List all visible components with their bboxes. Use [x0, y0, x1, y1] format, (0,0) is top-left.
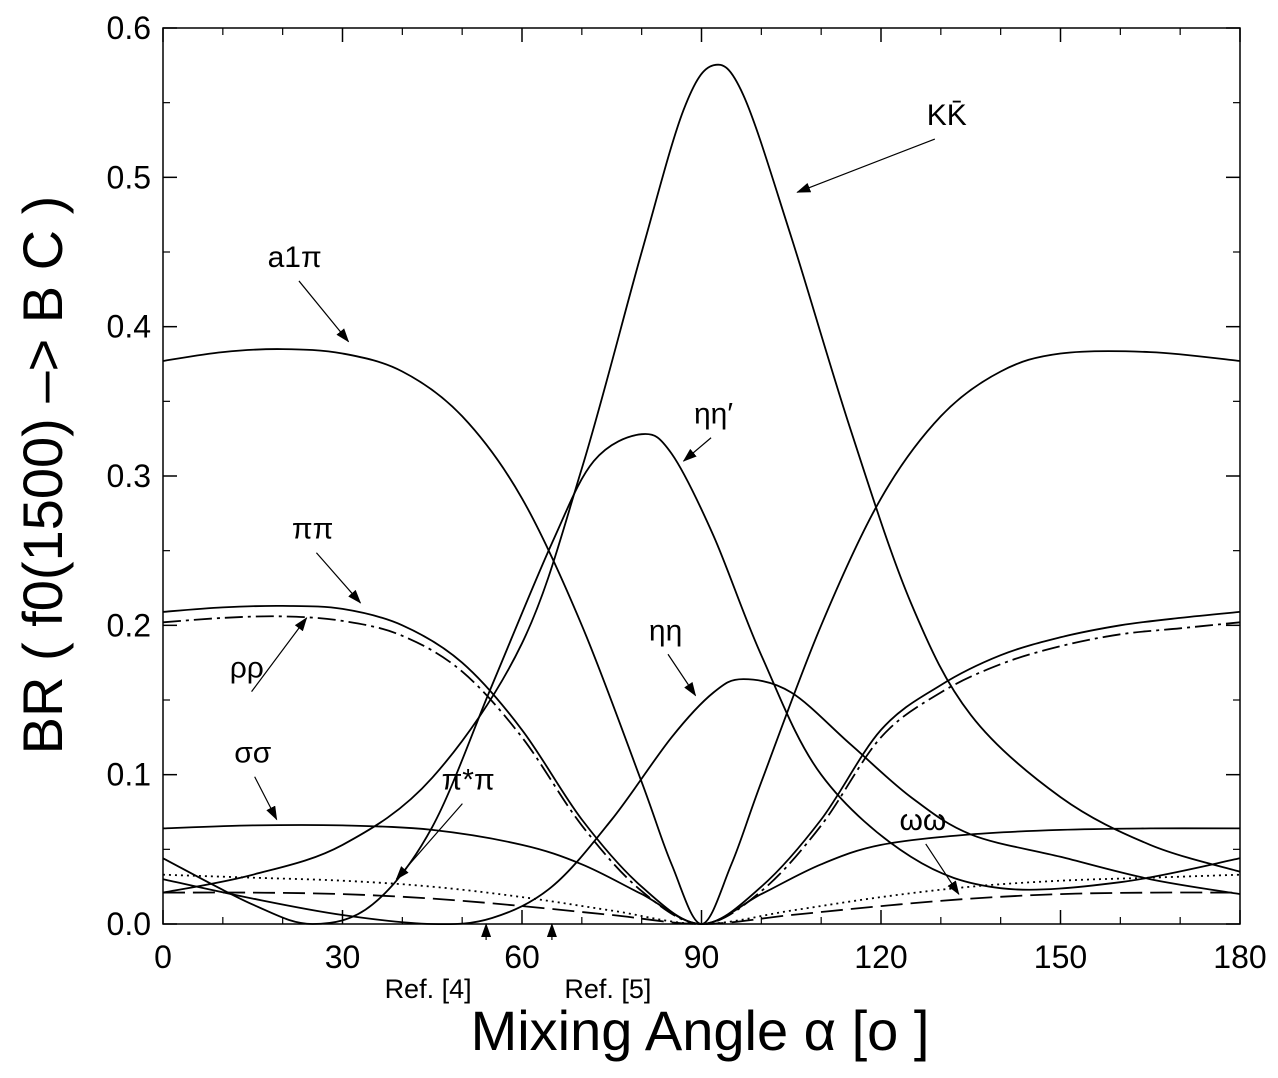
annotation-layer: KK̄ a1π ηη′ ηη ππ ρρ σσ π*π ωω	[230, 99, 967, 895]
y-tick-label: 0.4	[107, 309, 151, 345]
annotation-arrow-7	[395, 803, 463, 880]
series-layer	[162, 63, 1241, 926]
annotation-arrow-0	[796, 138, 936, 193]
annotation-arrow-6	[254, 776, 278, 821]
series-line-8	[162, 891, 1241, 925]
axis-ticks	[162, 27, 1241, 925]
curve-label-0: KK̄	[927, 99, 967, 132]
curve-label-8: ωω	[899, 804, 946, 837]
reference-label-0: Ref. [4]	[385, 974, 472, 1004]
y-tick-label: 0.6	[107, 10, 151, 46]
tick-labels: 0 30 60 90 120 150 180 0.0 0.1 0.2 0.3 0.4 0.5 0.6	[107, 10, 1267, 975]
curve-label-2: ηη′	[694, 398, 733, 431]
x-tick-label: 120	[854, 939, 907, 975]
curve-label-4: ππ	[292, 513, 333, 546]
series-line-3	[162, 678, 1241, 926]
x-axis-title: Mixing Angle α [o ]	[471, 999, 930, 1062]
series-line-0	[162, 63, 1241, 894]
x-tick-label: 180	[1213, 939, 1266, 975]
x-tick-label: 0	[154, 939, 172, 975]
curve-label-7: π*π	[442, 764, 495, 797]
y-tick-label: 0.0	[107, 906, 151, 942]
reference-label-1: Ref. [5]	[564, 974, 651, 1004]
x-tick-label: 90	[684, 939, 720, 975]
y-tick-label: 0.2	[107, 607, 151, 643]
curve-label-6: σσ	[234, 737, 272, 770]
annotation-arrow-5	[251, 617, 308, 692]
y-tick-label: 0.5	[107, 159, 151, 195]
annotation-arrow-3	[667, 653, 697, 697]
curve-label-5: ρρ	[230, 652, 264, 685]
x-tick-label: 30	[325, 939, 361, 975]
series-line-1	[162, 348, 1241, 925]
x-tick-label: 60	[504, 939, 540, 975]
annotation-arrow-8	[925, 843, 960, 895]
series-line-7	[162, 873, 1241, 925]
curve-label-1: a1π	[268, 241, 322, 274]
y-tick-label: 0.1	[107, 757, 151, 793]
annotation-arrow-1	[298, 280, 350, 343]
annotation-arrow-2	[682, 437, 712, 462]
curve-label-3: ηη	[649, 614, 682, 647]
y-tick-label: 0.3	[107, 458, 151, 494]
y-axis-title: BR ( f0(1500) –> B C )	[11, 196, 74, 755]
series-line-2	[162, 433, 1241, 925]
x-tick-label: 150	[1034, 939, 1087, 975]
reference-layer: Ref. [4] Ref. [5]	[385, 923, 651, 1004]
annotation-arrow-4	[315, 552, 362, 604]
